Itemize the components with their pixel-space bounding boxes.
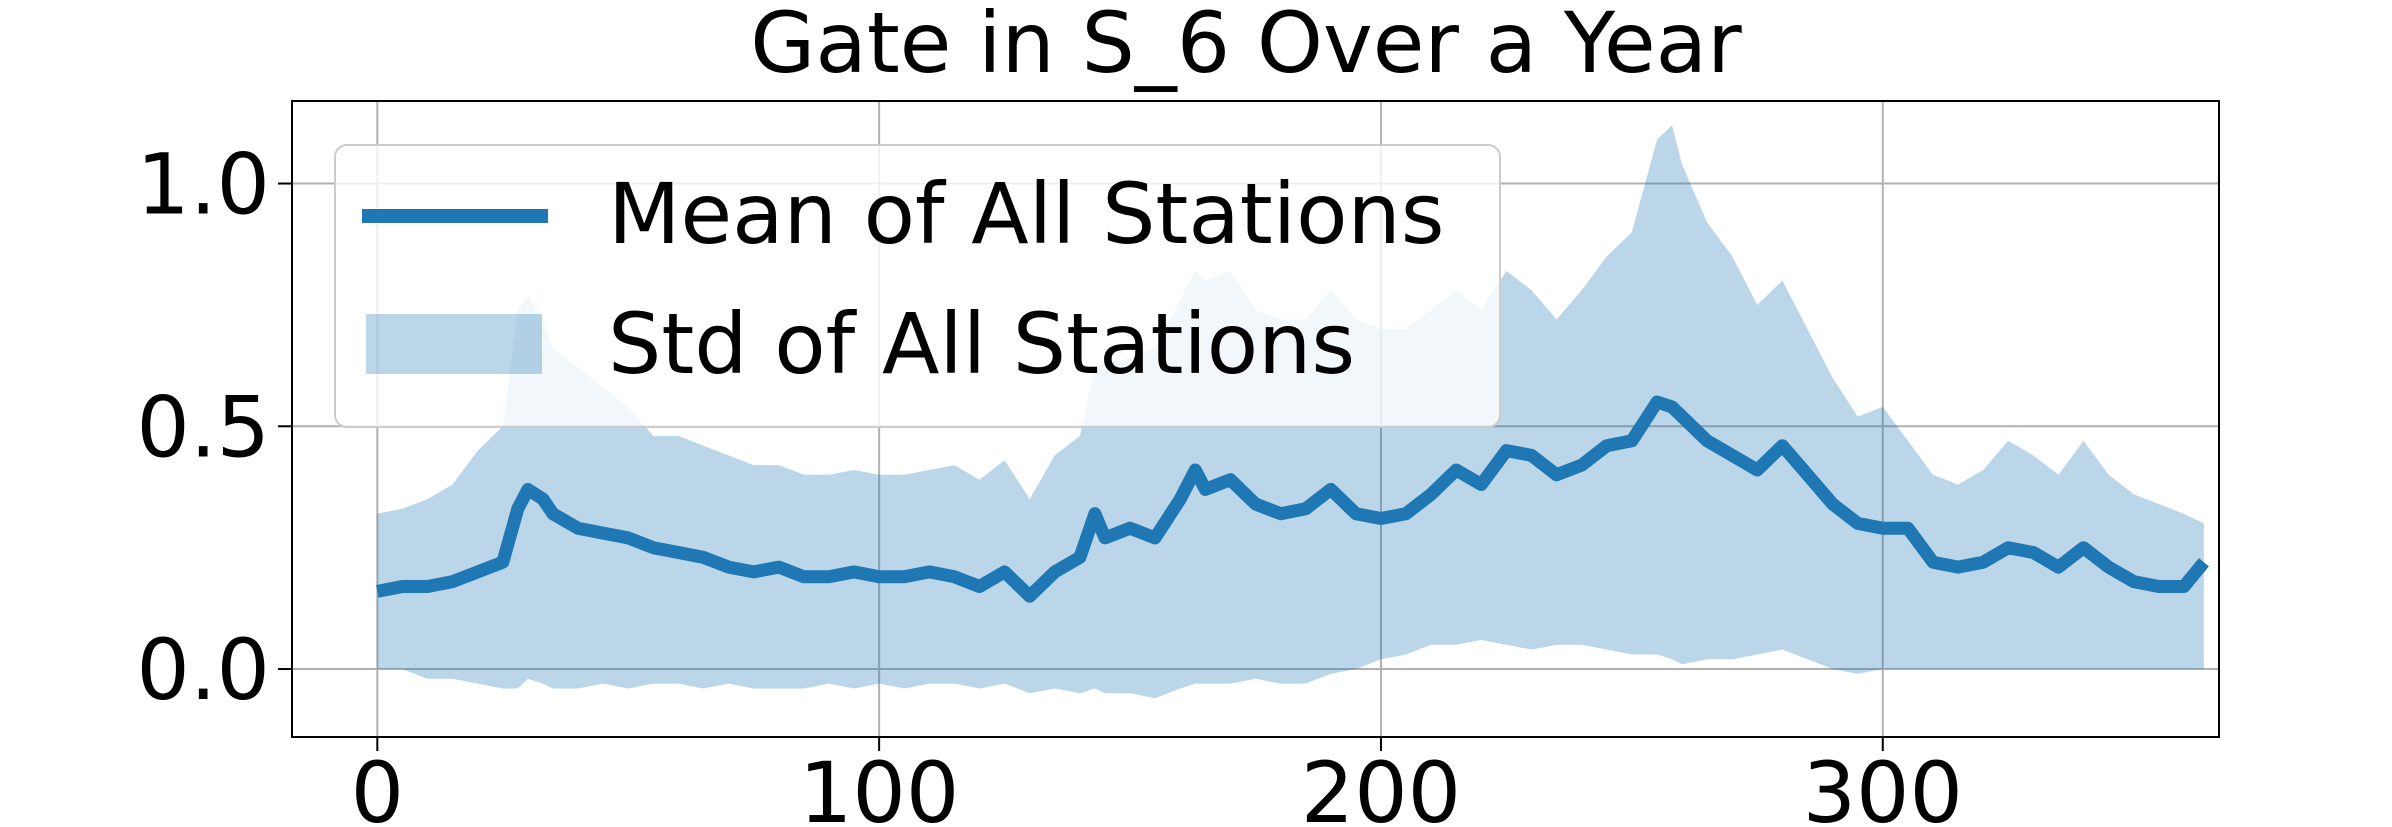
mean-line-layer bbox=[376, 395, 2209, 603]
mean-line bbox=[376, 395, 2209, 603]
x-tick-label: 300 bbox=[1803, 744, 1963, 827]
legend-mean-label: Mean of All Stations bbox=[608, 165, 1444, 263]
plot-frame bbox=[291, 100, 2220, 738]
legend-std-label: Std of All Stations bbox=[608, 295, 1355, 393]
y-tick-label: 0.5 bbox=[136, 378, 270, 476]
x-tick-label: 0 bbox=[351, 744, 404, 827]
y-tick-label: 1.0 bbox=[136, 136, 270, 234]
axis-ticks: 0 100 200 300 0.0 0.5 1.0 bbox=[136, 136, 1963, 827]
x-tick-label: 100 bbox=[799, 744, 959, 827]
y-tick-label: 0.0 bbox=[136, 621, 270, 719]
legend-box bbox=[334, 144, 1501, 428]
x-tick-label: 200 bbox=[1301, 744, 1461, 827]
chart-title: Gate in S_6 Over a Year bbox=[750, 0, 1742, 92]
legend-std-swatch bbox=[366, 314, 542, 374]
legend: Mean of All Stations Std of All Stations bbox=[334, 144, 1501, 428]
